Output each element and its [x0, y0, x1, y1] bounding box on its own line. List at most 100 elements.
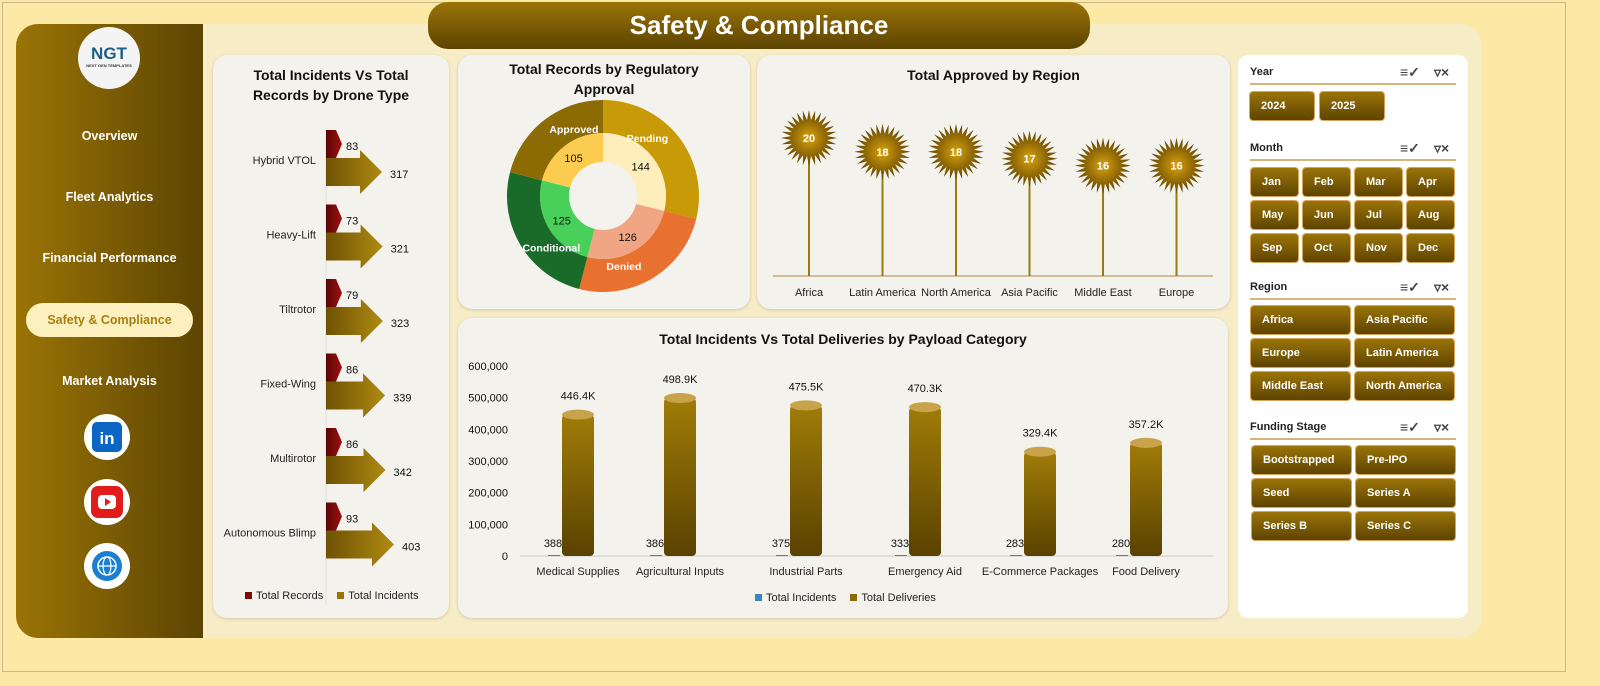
incidents-arrow — [326, 448, 386, 492]
nav-market-analysis[interactable]: Market Analysis — [62, 374, 157, 388]
funding-stage-slicer-button[interactable]: Series B — [1252, 512, 1351, 540]
month-slicer-button[interactable]: Jan — [1251, 168, 1298, 196]
funding-stage-filter-label: Funding Stage — [1250, 421, 1327, 433]
multi-select-icon[interactable]: ≡✓ — [1400, 419, 1420, 435]
multi-select-icon[interactable]: ≡✓ — [1400, 64, 1420, 80]
regulatory-approval-chart-card: Total Records by Regulatory Approval 144… — [458, 55, 750, 309]
incidents-bar — [1116, 555, 1128, 556]
incidents-value-label: 339 — [393, 393, 411, 405]
drone-type-chart: Hybrid VTOL 83 317 Heavy-Lift 73 321 Tiltrotor… — [224, 130, 420, 605]
nav-fleet-analytics[interactable]: Fleet Analytics — [65, 190, 154, 204]
month-slicer-button[interactable]: Jul — [1355, 201, 1402, 229]
records-arrow — [326, 502, 342, 531]
month-slicer-button[interactable]: Oct — [1303, 234, 1350, 262]
multi-select-icon[interactable]: ≡✓ — [1400, 279, 1420, 295]
y-tick-label: 300,000 — [468, 456, 508, 468]
drone-type-chart-card: Total Incidents Vs Total Records by Dron… — [213, 55, 449, 618]
region-slicer-button[interactable]: Africa — [1251, 306, 1350, 334]
inner-slice-denied — [587, 204, 665, 259]
deliveries-cylinder — [1130, 442, 1162, 556]
nav-financial-performance[interactable]: Financial Performance — [42, 251, 177, 265]
year-filter-label: Year — [1250, 66, 1274, 78]
month-slicer-button[interactable]: Sep — [1251, 234, 1298, 262]
category-label: North America — [921, 287, 992, 299]
month-filter-label: Month — [1250, 142, 1283, 154]
clear-filter-icon[interactable]: ▿× — [1434, 279, 1450, 295]
multi-select-icon[interactable]: ≡✓ — [1400, 140, 1420, 156]
funding-stage-slicer-button[interactable]: Pre-IPO — [1356, 446, 1455, 474]
category-label: Medical Supplies — [536, 566, 620, 578]
value-label: 16 — [1170, 161, 1182, 173]
category-label: E-Commerce Packages — [982, 566, 1099, 578]
incidents-value-label: 283 — [1006, 538, 1024, 550]
chart-title: Total Incidents Vs Total Deliveries by P… — [659, 331, 1027, 347]
category-label: Asia Pacific — [1001, 287, 1058, 299]
region-slicer-button[interactable]: Asia Pacific — [1355, 306, 1454, 334]
incidents-value-label: 388 — [544, 538, 562, 550]
year-slicer-button[interactable]: 2025 — [1320, 92, 1384, 120]
starburst-marker — [854, 123, 911, 180]
y-tick-label: 600,000 — [468, 361, 508, 373]
funding-stage-slicer-button[interactable]: Seed — [1252, 479, 1351, 507]
clear-filter-icon[interactable]: ▿× — [1434, 64, 1450, 80]
slice-category-label: Pending — [627, 133, 668, 145]
month-slicer-button[interactable]: Jun — [1303, 201, 1350, 229]
region-slicer-button[interactable]: North America — [1355, 372, 1454, 400]
value-label: 18 — [876, 147, 888, 159]
region-slicer-button[interactable]: Europe — [1251, 339, 1350, 367]
deliveries-value-label: 498.9K — [663, 374, 699, 386]
month-slicer-button[interactable]: Apr — [1407, 168, 1454, 196]
month-slicer-button[interactable]: Feb — [1303, 168, 1350, 196]
deliveries-cylinder — [1024, 451, 1056, 556]
cylinder-top — [790, 400, 822, 411]
youtube-icon[interactable] — [84, 479, 130, 525]
category-label: Food Delivery — [1112, 566, 1180, 578]
incidents-bar — [776, 555, 788, 556]
nav-overview[interactable]: Overview — [81, 129, 138, 143]
page-title: Safety & Compliance — [428, 2, 1090, 49]
month-slicer-button[interactable]: Mar — [1355, 168, 1402, 196]
category-label: Africa — [795, 287, 824, 299]
category-label: Autonomous Blimp — [224, 528, 316, 540]
year-filter-header: Year ≡✓ ▿× — [1250, 63, 1456, 85]
incidents-value-label: 317 — [390, 169, 408, 181]
region-slicer-button[interactable]: Latin America — [1355, 339, 1454, 367]
logo: NGT NEXT GEN TEMPLATES — [78, 27, 140, 89]
clear-filter-icon[interactable]: ▿× — [1434, 419, 1450, 435]
y-tick-label: 500,000 — [468, 393, 508, 405]
incidents-bar — [895, 555, 907, 556]
month-slicer-button[interactable]: Aug — [1407, 201, 1454, 229]
category-label: Fixed-Wing — [260, 379, 316, 391]
year-slicer-button[interactable]: 2024 — [1250, 92, 1314, 120]
funding-stage-slicer-button[interactable]: Bootstrapped — [1252, 446, 1351, 474]
incidents-bar — [548, 555, 560, 556]
month-slicer-button[interactable]: Nov — [1355, 234, 1402, 262]
starburst-marker — [928, 123, 984, 180]
nav-safety-compliance[interactable]: Safety & Compliance — [26, 303, 193, 337]
funding-stage-slicer-button[interactable]: Series A — [1356, 479, 1455, 507]
clear-filter-icon[interactable]: ▿× — [1434, 140, 1450, 156]
category-label: Agricultural Inputs — [636, 566, 725, 578]
month-slicer-button[interactable]: May — [1251, 201, 1298, 229]
legend-incidents: Total Incidents — [337, 590, 419, 602]
cylinder-top — [909, 402, 941, 413]
incidents-arrow — [326, 299, 383, 343]
region-slicer-button[interactable]: Middle East — [1251, 372, 1350, 400]
logo-text: NGT — [91, 44, 127, 63]
deliveries-value-label: 475.5K — [789, 381, 825, 393]
funding-stage-slicer-button[interactable]: Series C — [1356, 512, 1455, 540]
month-filter-header: Month ≡✓ ▿× — [1250, 139, 1456, 161]
cylinder-top — [1024, 446, 1056, 457]
slice-value-label: 125 — [553, 215, 571, 227]
globe-icon[interactable] — [84, 543, 130, 589]
incidents-value-label: 403 — [402, 542, 420, 554]
linkedin-icon[interactable]: in — [84, 414, 130, 460]
month-slicer-button[interactable]: Dec — [1407, 234, 1454, 262]
records-value-label: 73 — [346, 216, 358, 228]
funding-stage-filter-header: Funding Stage ≡✓ ▿× — [1250, 418, 1456, 440]
deliveries-cylinder — [664, 398, 696, 556]
category-label: Europe — [1159, 287, 1194, 299]
category-label: Emergency Aid — [888, 566, 962, 578]
inner-slice-pending — [603, 133, 666, 211]
regulatory-approval-donut: 144 Pending 126 Denied 125 Conditional 105 Appr… — [507, 100, 699, 292]
